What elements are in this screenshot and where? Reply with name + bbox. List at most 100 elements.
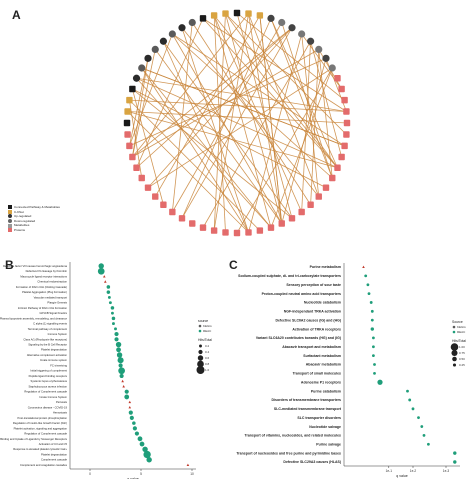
category-label: Transport of small molecules <box>293 372 341 376</box>
data-point <box>373 371 376 375</box>
category-label: Nucleotide catabolism <box>304 301 341 305</box>
legend-size-title: Hits/Total <box>452 339 466 343</box>
category-label: Transport of vitamins, nucleosides, and … <box>245 434 342 438</box>
network-diagram <box>123 9 351 237</box>
network-edge <box>281 22 333 179</box>
data-point <box>121 379 124 383</box>
network-node <box>199 224 207 231</box>
data-point <box>453 451 457 455</box>
legend-item: Metabolites <box>8 223 60 228</box>
data-point <box>370 318 374 322</box>
network-node <box>343 119 351 127</box>
legend-size-title: Hits/Total <box>198 338 212 342</box>
data-point <box>114 327 117 331</box>
network-edge <box>213 15 303 213</box>
network-node <box>189 220 196 227</box>
network-edge <box>147 67 333 188</box>
network-node <box>307 201 314 208</box>
data-point <box>373 363 376 366</box>
legend-size-label: 0.6 <box>205 356 210 360</box>
network-node <box>307 37 315 45</box>
category-label: Purine catabolism <box>311 389 341 393</box>
network-edges <box>127 12 348 234</box>
data-point <box>115 341 122 348</box>
network-edge <box>259 15 283 224</box>
legend-source-label: KEGG <box>457 325 466 329</box>
category-label: Defective F9 cleavage by thrombin <box>26 269 68 273</box>
network-edge <box>136 27 293 169</box>
network-node <box>322 54 330 62</box>
network-edge <box>248 33 303 233</box>
network-node <box>245 229 252 236</box>
category-label: Complement cascade <box>41 458 67 462</box>
category-label: Class A/1 (Rhodopsin-like receptors) <box>23 337 67 341</box>
network-edge <box>172 33 333 179</box>
data-point <box>132 421 136 425</box>
data-point <box>118 363 123 368</box>
category-label: Variant SLC6A20 contributes towards (HG)… <box>256 336 341 340</box>
category-label: Initial triggering of complement <box>30 369 67 373</box>
category-label: GP1CB Signal Kinetics <box>40 311 68 315</box>
category-label: Innate Immune System <box>39 395 67 399</box>
data-point <box>146 457 152 463</box>
category-label: Platelet degranulation <box>41 348 68 352</box>
network-edge <box>136 18 204 168</box>
network-node <box>133 164 140 171</box>
network-node <box>288 24 296 32</box>
network-edge <box>248 13 283 224</box>
legend-source-swatch <box>452 330 456 334</box>
legend-label: Down-regulated <box>14 218 36 223</box>
network-edge <box>202 18 338 169</box>
network-node <box>233 229 241 237</box>
data-point <box>102 275 106 278</box>
legend-item: Connected Pathway & Metabolites <box>8 205 60 210</box>
data-point <box>366 283 370 287</box>
network-edge <box>270 18 338 168</box>
category-label: Regulation of Complement cascade <box>24 432 67 436</box>
data-point <box>370 327 374 331</box>
legend-size-swatch <box>198 349 203 355</box>
data-point <box>186 463 190 466</box>
network-node <box>210 12 218 19</box>
network-node <box>151 45 159 53</box>
category-label: Post-translational protein phosphorylati… <box>18 416 68 420</box>
network-node <box>338 85 345 93</box>
network-edge <box>248 13 320 197</box>
network-edge <box>310 49 320 205</box>
category-label: Purine metabolism <box>310 265 341 269</box>
legend-size-label: 0.4 <box>205 350 210 354</box>
legend-source-title: Source <box>452 320 463 324</box>
network-node <box>144 54 152 62</box>
data-point <box>132 426 137 431</box>
category-label: Plasgin-Genesis <box>47 301 67 305</box>
data-point <box>143 450 151 459</box>
legend-swatch <box>8 214 12 219</box>
data-point <box>128 405 132 409</box>
data-point <box>370 309 374 313</box>
x-axis-label: q value <box>127 477 139 479</box>
network-node <box>315 45 323 53</box>
category-label: Peptide ligand binding receptors <box>29 374 68 378</box>
network-edge <box>301 33 320 197</box>
network-node <box>322 184 330 191</box>
data-point <box>411 407 415 411</box>
data-point <box>124 389 129 394</box>
category-label: Chemical endoextraction <box>37 280 67 284</box>
category-label: Alternative complement activation <box>27 353 68 357</box>
network-edge <box>236 67 333 234</box>
category-label: Regulation of Complement cascade <box>24 390 67 394</box>
network-edge <box>225 13 283 224</box>
legend-source-swatch <box>452 325 456 329</box>
panel-b-label: B <box>5 258 14 272</box>
category-label: Proton-coupled neutral amino acid transp… <box>262 292 341 296</box>
category-label: Signaling by the B Cell Receptor <box>28 342 67 346</box>
category-label: Coronavirus disease - COVID-19 <box>28 405 68 409</box>
category-label: Abacavir transport and metabolism <box>282 345 341 349</box>
category-label: Defective SLC6A2 causes (IG) and (HG) <box>275 318 341 322</box>
data-point <box>408 398 412 402</box>
legend-label: Up-regulated <box>14 214 32 219</box>
data-point <box>128 410 133 415</box>
network-nodes <box>123 9 351 237</box>
x-tick-label: 1e-1 <box>386 469 393 473</box>
legend-swatch <box>8 219 12 224</box>
